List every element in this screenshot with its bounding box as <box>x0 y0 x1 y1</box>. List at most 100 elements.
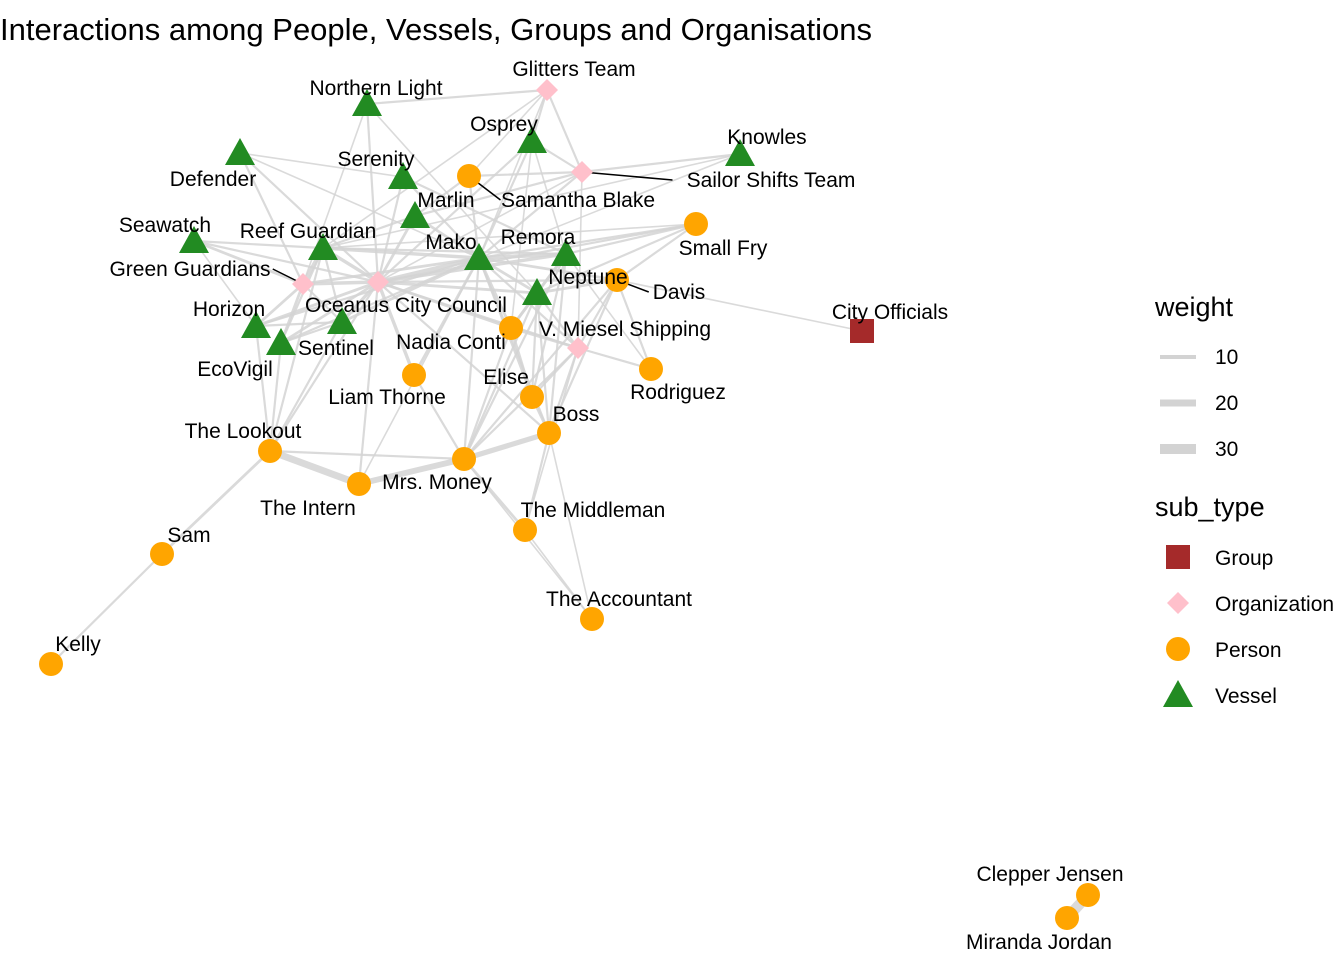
legend-weight-title: weight <box>1154 292 1234 322</box>
legend-organization-swatch <box>1167 592 1189 614</box>
node-northern-light <box>352 89 382 116</box>
node-reef-guardian <box>308 233 338 260</box>
edge-osprey-to-nadia-conti <box>510 140 533 329</box>
node-sam <box>150 542 174 566</box>
edge-seawatch-to-horizon <box>193 240 257 327</box>
node-label-liam-thorne: Liam Thorne <box>328 386 446 409</box>
node-label-glitters-team: Glitters Team <box>512 58 635 81</box>
edge-mrs-money-to-v-miesel-shipping <box>462 346 580 461</box>
edge-glitters-team-to-reef-guardian <box>322 89 548 249</box>
node-horizon <box>241 311 271 338</box>
edge-serenity-to-defender <box>239 152 404 178</box>
edge-mrs-money-to-davis <box>462 278 619 461</box>
node-green-guardians <box>292 273 314 295</box>
node-kelly <box>39 652 63 676</box>
node-label-sam: Sam <box>167 524 210 547</box>
node-seawatch <box>179 226 209 253</box>
node-liam-thorne <box>402 363 426 387</box>
edge-the-lookout-to-ecovigil <box>268 341 283 453</box>
legend-vessel-swatch <box>1163 680 1193 707</box>
node-label-elise: Elise <box>483 366 529 389</box>
edge-samantha-blake-to-mako <box>467 174 481 260</box>
node-label-mrs-money: Mrs. Money <box>382 471 492 494</box>
legend-person-swatch <box>1166 637 1190 661</box>
legend-subtype-keys: Group Organization Person Vessel <box>1163 545 1334 708</box>
edge-defender-to-oceanus-city-council <box>238 151 380 284</box>
edge-boss-to-the-accountant <box>548 432 593 620</box>
node-v-miesel-shipping <box>567 337 589 359</box>
edge-green-guardians-to-oceanus-city-council <box>301 280 380 286</box>
leader-line-sailor-shifts-team <box>581 171 673 181</box>
edge-seawatch-to-oceanus-city-council <box>192 239 380 284</box>
edge-the-lookout-to-sentinel <box>268 320 344 453</box>
node-neptune <box>522 278 552 305</box>
node-label-layer: Glitters Team Northern Light Osprey Knowles… <box>55 58 1123 954</box>
node-label-nadia-conti: Nadia Conti <box>396 331 506 354</box>
edge-oceanus-city-council-to-v-miesel-shipping <box>376 280 580 350</box>
edge-seawatch-to-reef-guardian <box>192 239 325 250</box>
edge-v-miesel-shipping-to-rodriguez <box>576 346 653 371</box>
node-label-boss: Boss <box>553 403 600 426</box>
node-sailor-shifts-team <box>571 161 593 183</box>
edge-davis-to-small-fry <box>615 222 698 282</box>
legend-subtype-title: sub_type <box>1155 492 1265 522</box>
edge-the-intern-to-mrs-money <box>356 456 467 487</box>
node-label-seawatch: Seawatch <box>119 214 211 237</box>
edge-osprey-to-remora <box>531 140 567 255</box>
edge-davis-to-rodriguez <box>615 278 653 371</box>
edge-davis-to-city-officials <box>616 279 863 332</box>
edge-the-lookout-to-horizon <box>254 324 272 453</box>
node-serenity <box>388 162 418 189</box>
node-boss <box>537 421 561 445</box>
node-the-lookout <box>258 439 282 463</box>
legend-subtype-label: Group <box>1215 547 1273 570</box>
edge-the-middleman-to-the-accountant <box>524 529 593 620</box>
node-davis <box>605 268 629 292</box>
node-label-defender: Defender <box>170 168 256 191</box>
edge-seawatch-to-green-guardians <box>192 239 305 286</box>
node-label-mako: Mako <box>425 231 476 254</box>
edge-remora-to-mrs-money <box>462 252 568 461</box>
edge-remora-to-elise <box>530 252 568 399</box>
edge-davis-to-mako <box>477 256 619 282</box>
edge-sailor-shifts-team-to-mako <box>477 170 584 260</box>
edge-davis-to-v-miesel-shipping <box>576 278 619 350</box>
node-marlin <box>400 201 430 228</box>
edge-oceanus-city-council-to-davis <box>376 278 619 284</box>
edge-boss-to-remora <box>547 252 568 435</box>
edge-sailor-shifts-team-to-knowles <box>580 152 742 174</box>
node-the-middleman <box>513 518 537 542</box>
edge-glitters-team-to-northern-light <box>365 88 549 106</box>
node-label-osprey: Osprey <box>470 113 538 136</box>
node-the-intern <box>347 472 371 496</box>
edge-liam-thorne-to-mrs-money <box>412 373 466 461</box>
node-label-reef-guardian: Reef Guardian <box>240 220 377 243</box>
node-small-fry <box>684 212 708 236</box>
node-label-sentinel: Sentinel <box>298 337 374 360</box>
node-elise <box>520 385 544 409</box>
edge-sam-to-kelly <box>49 552 164 666</box>
edge-ecovigil-to-oceanus-city-council <box>279 280 380 345</box>
edge-sailor-shifts-team-to-oceanus-city-council <box>377 171 583 283</box>
legend-subtype-label: Vessel <box>1215 685 1277 708</box>
node-label-neptune: Neptune <box>548 266 627 289</box>
edge-mrs-money-to-boss <box>461 430 552 462</box>
node-label-rodriguez: Rodriguez <box>630 381 726 404</box>
edge-serenity-to-mako <box>401 175 481 260</box>
node-label-knowles: Knowles <box>727 126 806 149</box>
legend-subtype-label: Organization <box>1215 593 1334 616</box>
edge-oceanus-city-council-to-neptune <box>376 280 539 295</box>
node-mako <box>464 243 494 270</box>
legend-weight-label: 30 <box>1215 438 1238 461</box>
node-label-ecovigil: EcoVigil <box>197 358 273 381</box>
node-label-city-officials: City Officials <box>832 301 948 324</box>
node-label-davis: Davis <box>653 281 706 304</box>
edge-sailor-shifts-team-to-marlin <box>413 170 584 218</box>
node-osprey <box>517 126 547 153</box>
edge-reef-guardian-to-small-fry <box>322 223 697 249</box>
node-glitters-team <box>536 79 558 101</box>
legend-group-swatch <box>1166 545 1190 569</box>
edge-liam-thorne-to-oceanus-city-council <box>376 280 416 377</box>
node-rodriguez <box>639 357 663 381</box>
edge-osprey-to-oceanus-city-council <box>376 139 534 284</box>
